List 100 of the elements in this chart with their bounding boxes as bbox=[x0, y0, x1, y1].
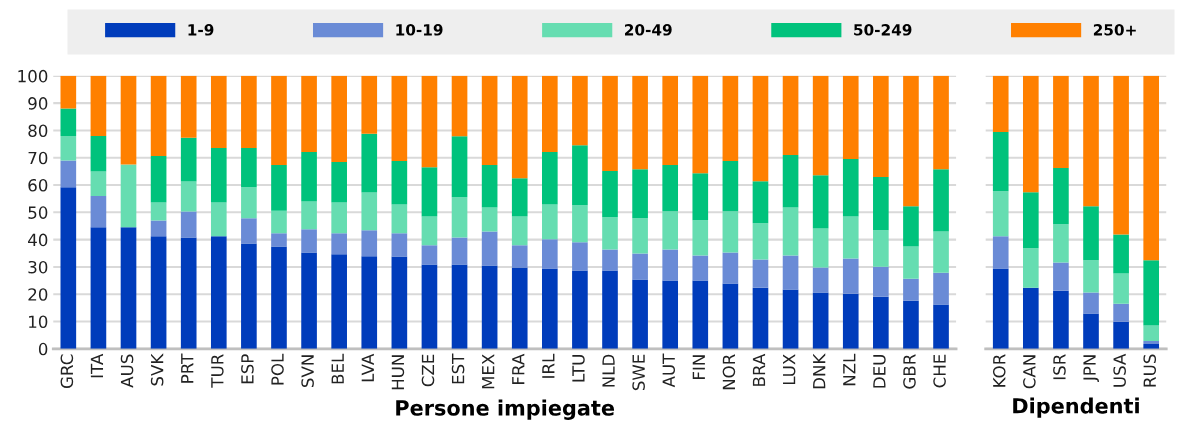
bar bbox=[692, 255, 709, 281]
bar bbox=[481, 231, 498, 266]
bar bbox=[812, 267, 829, 293]
bar bbox=[1023, 75, 1039, 193]
bar bbox=[903, 300, 919, 349]
bar bbox=[602, 217, 618, 250]
bar bbox=[572, 205, 588, 243]
bar bbox=[572, 270, 588, 349]
bar bbox=[722, 211, 739, 253]
bar bbox=[662, 211, 679, 250]
bar bbox=[511, 245, 528, 268]
bar bbox=[1113, 303, 1129, 322]
bar bbox=[873, 177, 889, 231]
bar bbox=[782, 155, 799, 208]
bar bbox=[331, 254, 347, 349]
bar bbox=[752, 259, 769, 288]
bar bbox=[481, 165, 498, 208]
bar bbox=[602, 171, 618, 218]
bar bbox=[210, 147, 227, 203]
y-tick-label: 90 bbox=[28, 97, 48, 110]
x-tick-label: CAN bbox=[1023, 355, 1036, 389]
bar bbox=[120, 75, 137, 165]
bar bbox=[150, 236, 167, 349]
bar bbox=[662, 75, 679, 166]
bar bbox=[421, 216, 438, 246]
bar bbox=[903, 246, 919, 279]
bar bbox=[933, 75, 949, 170]
bar bbox=[933, 231, 949, 273]
bar bbox=[361, 133, 378, 193]
bar bbox=[271, 210, 287, 234]
bar bbox=[391, 75, 408, 162]
bar bbox=[331, 202, 347, 234]
bar bbox=[752, 287, 769, 349]
bar bbox=[1113, 75, 1129, 235]
bar bbox=[1083, 313, 1099, 349]
bar bbox=[331, 233, 347, 255]
bar bbox=[722, 161, 739, 212]
x-tick-label: MEX bbox=[482, 354, 495, 389]
bar bbox=[60, 75, 77, 109]
bar bbox=[782, 289, 799, 349]
bar bbox=[1053, 290, 1069, 349]
y-tick-label: 40 bbox=[28, 233, 48, 247]
bar bbox=[662, 280, 679, 349]
bar bbox=[150, 75, 167, 157]
bar bbox=[301, 252, 317, 349]
bar bbox=[632, 169, 648, 219]
bar bbox=[722, 252, 739, 284]
bar bbox=[572, 145, 588, 206]
bar bbox=[241, 218, 257, 244]
x-tick-label: ESP bbox=[241, 354, 254, 384]
bar bbox=[210, 75, 227, 148]
y-tick-label: 10 bbox=[29, 315, 48, 329]
bar bbox=[1143, 325, 1160, 341]
bar bbox=[301, 152, 317, 202]
bar bbox=[842, 75, 859, 160]
bar bbox=[451, 136, 468, 198]
bar bbox=[421, 264, 438, 349]
x-tick-label: IRL bbox=[542, 353, 555, 378]
bar bbox=[1143, 260, 1160, 326]
x-tick-label: ITA bbox=[90, 353, 104, 378]
bar bbox=[992, 132, 1009, 192]
bar bbox=[180, 211, 197, 238]
bar bbox=[1023, 192, 1039, 249]
bar bbox=[632, 279, 648, 349]
y-tick-label: 50 bbox=[28, 206, 48, 219]
bar bbox=[271, 246, 287, 349]
bar bbox=[481, 75, 498, 166]
bar bbox=[903, 206, 919, 247]
bar bbox=[331, 75, 347, 163]
bar bbox=[542, 239, 558, 269]
bar bbox=[90, 171, 107, 196]
bar bbox=[180, 237, 197, 349]
bar bbox=[692, 173, 709, 221]
bar bbox=[572, 242, 588, 271]
bar bbox=[1083, 292, 1099, 314]
bar bbox=[542, 75, 558, 153]
bar bbox=[361, 75, 378, 134]
bar bbox=[180, 137, 197, 182]
bar bbox=[90, 227, 107, 349]
x-tick-label: SWE bbox=[632, 354, 645, 391]
bar bbox=[150, 202, 167, 221]
bar bbox=[933, 304, 949, 349]
x-axis-title: Dipendenti bbox=[1013, 397, 1139, 418]
x-tick-label: AUS bbox=[120, 354, 134, 388]
y-tick-label: 70 bbox=[28, 151, 48, 165]
bar bbox=[722, 75, 739, 162]
bar bbox=[903, 278, 919, 301]
bar bbox=[782, 207, 799, 256]
bar bbox=[451, 197, 468, 238]
bar bbox=[632, 218, 648, 254]
bar bbox=[481, 265, 498, 349]
legend-label: 50-249 bbox=[854, 24, 912, 36]
x-tick-label: CHE bbox=[933, 354, 946, 388]
bar bbox=[120, 164, 137, 228]
bar bbox=[992, 236, 1009, 269]
bar bbox=[873, 75, 889, 178]
bar bbox=[782, 75, 799, 156]
bar bbox=[842, 216, 859, 259]
bar bbox=[90, 75, 107, 136]
bar bbox=[120, 227, 137, 349]
